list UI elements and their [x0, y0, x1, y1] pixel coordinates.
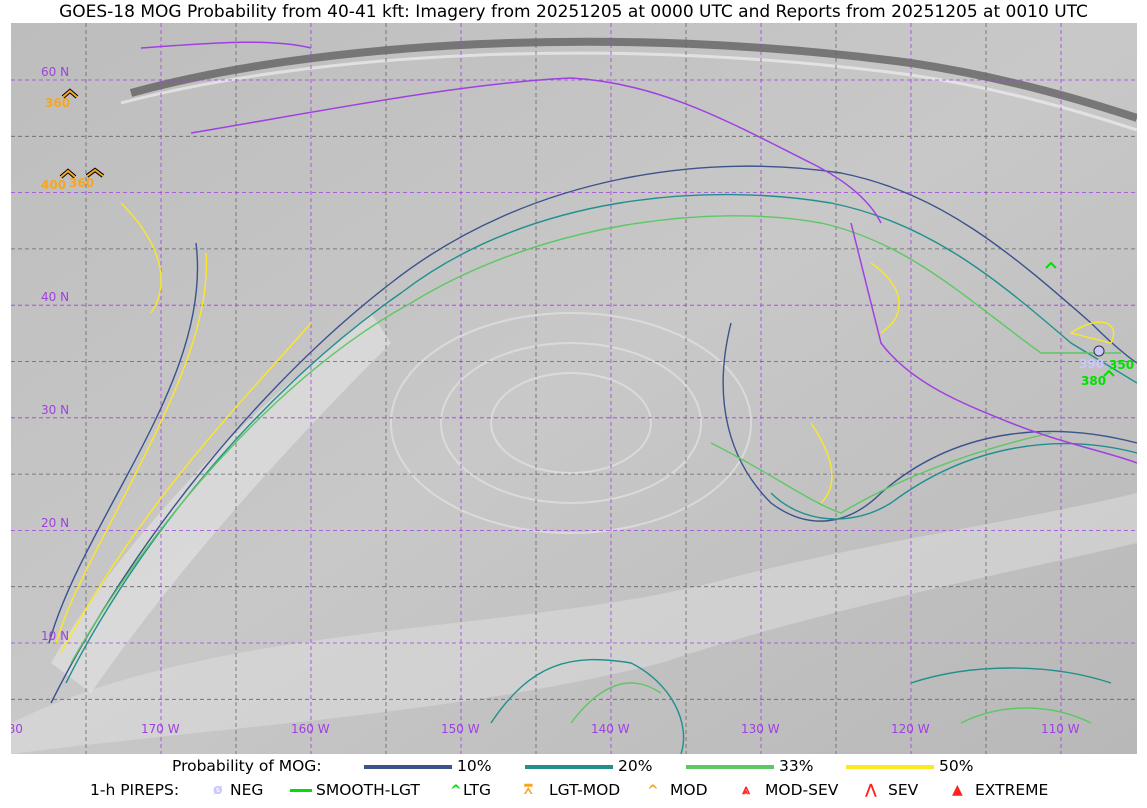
coastal-contours-10 [48, 242, 199, 644]
mog-legend-title: Probability of MOG: [172, 757, 322, 775]
mog-20-swatch [525, 765, 613, 769]
mog-50-label: 50% [939, 757, 974, 775]
cyclone-swirl [390, 312, 752, 534]
longitude-label: 130 W [741, 722, 780, 736]
pirep-smooth-lgt-label: SMOOTH-LGT [316, 781, 420, 799]
pirep-lgt-mod-label: LGT-MOD [549, 781, 621, 799]
pirep-mod-marker: 360 [45, 88, 79, 110]
contour-33pct [70, 215, 1121, 664]
pirep-mod-sev-label: MOD-SEV [765, 781, 839, 799]
frontal-cloud-band [51, 313, 391, 693]
mog-20-label: 20% [618, 757, 653, 775]
caret-icon: ^ [450, 783, 462, 799]
neg-slashed-circle-icon: ø [213, 782, 223, 798]
pirep-ltg-marker: 350 [1103, 358, 1134, 377]
pirep-altitude-label: 350 [1109, 358, 1134, 372]
longitude-labels: 180 170 W 160 W 150 W 140 W 130 W 120 W 110 W [11, 722, 1080, 736]
trop-contours [490, 658, 1112, 754]
longitude-label: 180 [11, 722, 23, 736]
lat-lon-grid [11, 23, 1137, 754]
tropical-cloud-band [11, 493, 1137, 754]
pirep-neg-label: NEG [230, 781, 264, 799]
pirep-mod-marker: 360 [69, 167, 105, 190]
pirep-altitude-label: 360 [69, 176, 94, 190]
mog-10-swatch [364, 765, 452, 769]
pirep-altitude-label: 360 [45, 96, 70, 110]
filled-triangle-icon: ▲ [952, 782, 963, 798]
pirep-neg-marker: 390 [1079, 345, 1105, 371]
pirep-altitude-label: 390 [1079, 357, 1104, 371]
mod-sev-icon: ⩓ [742, 782, 750, 798]
pirep-ltg-marker: 380 [1081, 374, 1106, 388]
pirep-altitude-label: 400 [41, 178, 66, 192]
mog-contours [48, 165, 1137, 754]
lgt-mod-icon: ⩞ [524, 782, 533, 798]
pirep-mod-marker: 400 [41, 168, 77, 192]
mog-33-swatch [686, 765, 774, 769]
pirep-extreme-label: EXTREME [975, 781, 1049, 799]
trop-contours-33 [570, 682, 1092, 724]
latitude-label: 60 N [41, 65, 69, 79]
longitude-label: 160 W [291, 722, 330, 736]
pirep-markers: 360 400 360 390 350 380 [41, 88, 1134, 388]
pirep-sev-label: SEV [888, 781, 919, 799]
mog-33-label: 33% [779, 757, 814, 775]
latitude-label: 20 N [41, 516, 69, 530]
longitude-label: 150 W [441, 722, 480, 736]
pirep-ltg-marker [1045, 261, 1057, 269]
longitude-label: 170 W [141, 722, 180, 736]
purple-outlines [140, 41, 1137, 464]
jet-stream-edge [120, 51, 1137, 132]
pirep-mod-label: MOD [670, 781, 708, 799]
caret-icon: ^ [647, 783, 659, 799]
latitude-label: 10 N [41, 629, 69, 643]
latitude-label: 40 N [41, 290, 69, 304]
map-title: GOES-18 MOG Probability from 40-41 kft: … [59, 2, 1088, 22]
mog-50-swatch [846, 765, 934, 769]
satellite-map: 180 170 W 160 W 150 W 140 W 130 W 120 W 110 W 6… [11, 23, 1137, 754]
coastal-contours [55, 252, 208, 644]
pirep-ltg-label: LTG [463, 781, 491, 799]
pirep-altitude-label: 380 [1081, 374, 1106, 388]
pirep-legend-title: 1-h PIREPS: [90, 781, 180, 799]
latitude-labels: 60 N 40 N 30 N 20 N 10 N [41, 65, 69, 643]
longitude-label: 110 W [1041, 722, 1080, 736]
smooth-line-icon [290, 789, 312, 792]
mog-10-label: 10% [457, 757, 492, 775]
double-caret-icon: ⋀ [865, 782, 877, 798]
jet-stream-band [129, 37, 1137, 122]
longitude-label: 120 W [891, 722, 930, 736]
contour-50pct [60, 202, 1115, 654]
longitude-label: 140 W [591, 722, 630, 736]
latitude-label: 30 N [41, 403, 69, 417]
